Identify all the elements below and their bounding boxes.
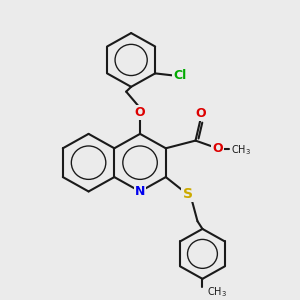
Text: CH$_3$: CH$_3$ (231, 143, 251, 157)
Text: Cl: Cl (173, 69, 187, 82)
Text: O: O (135, 106, 146, 119)
Text: O: O (212, 142, 223, 155)
Text: S: S (183, 188, 193, 201)
Text: N: N (135, 185, 145, 198)
Text: CH$_3$: CH$_3$ (207, 285, 227, 299)
Text: O: O (195, 107, 206, 120)
